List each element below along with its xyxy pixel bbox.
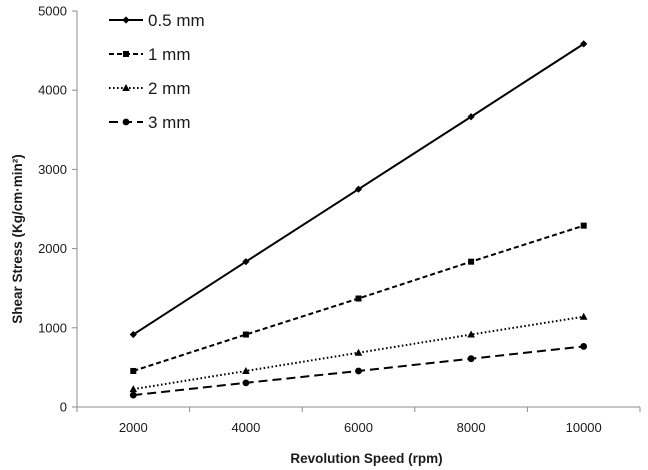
- data-point: [468, 258, 475, 265]
- data-point: [129, 330, 137, 339]
- data-point: [580, 40, 588, 48]
- x-axis-title: Revolution Speed (rpm): [290, 451, 442, 466]
- series-1: [129, 40, 588, 339]
- x-tick-label: 6000: [344, 420, 373, 435]
- series-layer: [129, 40, 588, 399]
- y-tick-label: 5000: [38, 4, 67, 19]
- data-point: [129, 391, 137, 399]
- axes: 0 1000 2000 3000 4000 5000 2000 4000 6000 8000 100…: [38, 4, 641, 435]
- data-point: [130, 367, 137, 374]
- data-point: [580, 343, 588, 350]
- legend-item: 0.5 mm: [109, 11, 205, 30]
- x-tick-label: 4000: [231, 420, 260, 435]
- legend-label: 2 mm: [148, 79, 191, 98]
- y-tick-label: 0: [60, 400, 67, 415]
- data-point: [467, 355, 475, 363]
- data-point: [129, 385, 138, 393]
- data-point: [355, 367, 362, 375]
- data-point: [242, 331, 249, 338]
- legend-marker: [122, 16, 130, 24]
- series-3: [129, 312, 588, 393]
- data-point: [242, 366, 250, 374]
- data-point: [467, 330, 475, 338]
- y-tick-label: 4000: [38, 83, 67, 98]
- legend-marker: [123, 51, 129, 57]
- data-point: [467, 113, 475, 121]
- data-point: [242, 379, 250, 387]
- x-tick-label: 10000: [566, 420, 602, 435]
- legend-item: 2 mm: [109, 79, 191, 98]
- legend-label: 1 mm: [148, 45, 191, 64]
- data-point: [355, 295, 362, 302]
- legend-marker: [122, 118, 130, 126]
- data-point: [580, 222, 587, 229]
- legend-item: 1 mm: [109, 45, 191, 64]
- y-tick-label: 3000: [38, 162, 67, 177]
- y-tick-label: 1000: [38, 320, 67, 335]
- data-point: [579, 312, 588, 320]
- data-point: [354, 185, 363, 193]
- y-tick-label: 2000: [38, 241, 67, 256]
- y-axis-title: Shear Stress (Kg/cm·min²): [10, 154, 25, 324]
- legend-item: 3 mm: [109, 113, 191, 132]
- legend: 0.5 mm 1 mm 2 mm 3 mm: [109, 11, 205, 132]
- x-tick-label: 2000: [119, 420, 148, 435]
- legend-label: 3 mm: [148, 113, 191, 132]
- legend-label: 0.5 mm: [148, 11, 205, 30]
- legend-marker: [122, 84, 130, 91]
- data-point: [354, 348, 363, 356]
- series-2: [130, 222, 587, 374]
- series-4: [129, 343, 588, 399]
- x-tick-label: 8000: [457, 420, 486, 435]
- data-point: [242, 258, 250, 266]
